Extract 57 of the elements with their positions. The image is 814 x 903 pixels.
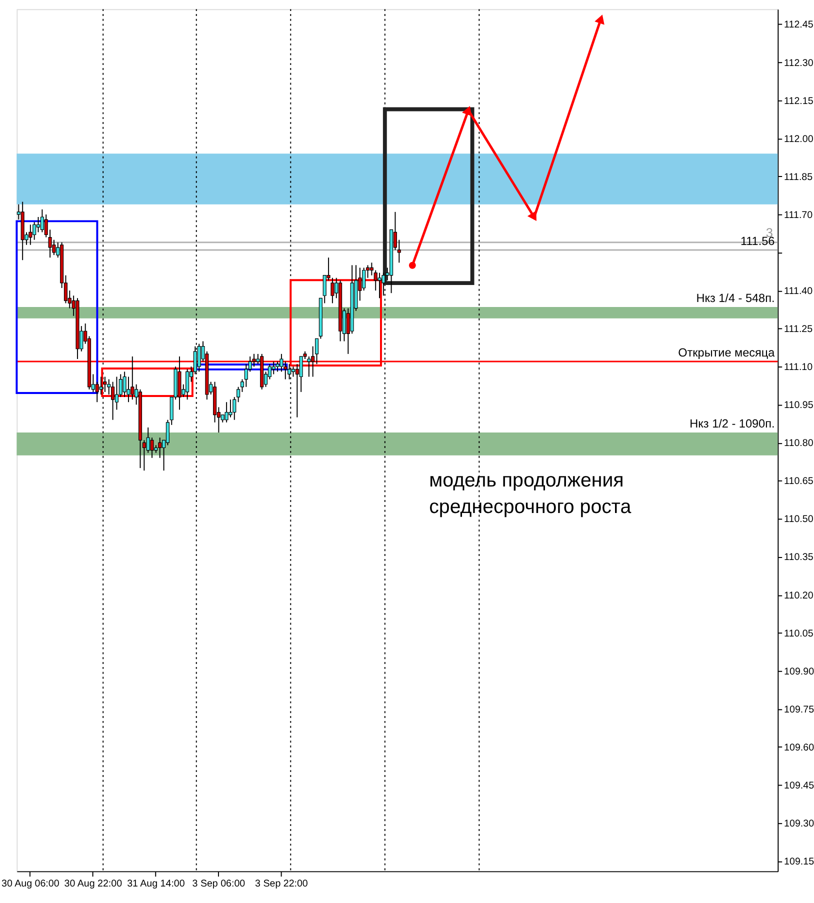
y-tick-label: 109.90 [784, 666, 814, 678]
candlestick [224, 402, 228, 423]
candlestick [288, 364, 292, 380]
y-tick-label: 110.50 [784, 514, 814, 526]
y-tick-label: 109.75 [784, 704, 814, 716]
ref-line-label: Открытие месяца [678, 346, 776, 360]
y-tick-label: 110.05 [784, 628, 814, 640]
y-tick-label: 111.40 [784, 286, 814, 297]
y-tick-label: 112.00 [784, 134, 814, 145]
candlestick [95, 381, 99, 403]
y-tick-label: 109.30 [784, 818, 814, 830]
y-tick-label: 109.60 [784, 742, 814, 754]
y-tick-label: 111.70 [784, 210, 814, 221]
candlestick [122, 371, 126, 398]
y-tick-label: 112.45 [784, 20, 814, 31]
y-tick-label: 109.15 [784, 856, 814, 868]
y-tick-label: 110.20 [784, 590, 814, 602]
candlestick [272, 361, 276, 375]
y-tick-label: 110.35 [784, 552, 814, 564]
y-tick-label: 112.15 [784, 96, 814, 107]
x-tick-label: 30 Aug 22:00 [64, 878, 123, 890]
candlestick [378, 272, 382, 299]
candlestick [252, 353, 256, 368]
annotation: модель продолжения среднесрочного роста [429, 469, 632, 518]
candlestick [150, 437, 154, 458]
candlestick [99, 376, 103, 395]
x-tick-label: 30 Aug 06:00 [2, 878, 60, 890]
candlestick [158, 437, 162, 458]
y-tick-label: 111.85 [784, 172, 814, 183]
candlestick [28, 224, 32, 246]
x-tick-label: 3 Sep 06:00 [192, 878, 246, 890]
candlestick [197, 343, 201, 372]
candlestick [307, 356, 311, 378]
candlestick [166, 419, 170, 446]
y-tick-label: 110.95 [784, 400, 814, 412]
candlestick [111, 381, 115, 420]
candlestick [186, 368, 190, 400]
candlestick [228, 399, 232, 418]
y-tick-label: 110.80 [784, 438, 814, 450]
candlestick [299, 356, 303, 392]
y-tick-label: 111.10 [784, 362, 814, 374]
candlestick [36, 216, 40, 233]
candlestick [370, 262, 374, 276]
y-tick-label: 111.25 [784, 324, 814, 336]
y-tick-label: 109.45 [784, 780, 814, 792]
band-label: Нкз 1/2 - 1090п. [690, 418, 775, 431]
candlestick [193, 346, 197, 375]
candlestick [330, 277, 334, 304]
candlestick [276, 361, 280, 372]
x-tick-label: 31 Aug 14:00 [127, 878, 186, 890]
candlestick [130, 356, 134, 400]
candlestick [103, 376, 107, 392]
x-tick-label: 3 Sep 22:00 [255, 878, 308, 890]
y-tick-label: 110.65 [784, 476, 814, 488]
candlestick [291, 366, 295, 378]
y-tick-label: 112.30 [784, 58, 814, 69]
band-label: Нкз 1/4 - 548п. [696, 292, 775, 306]
